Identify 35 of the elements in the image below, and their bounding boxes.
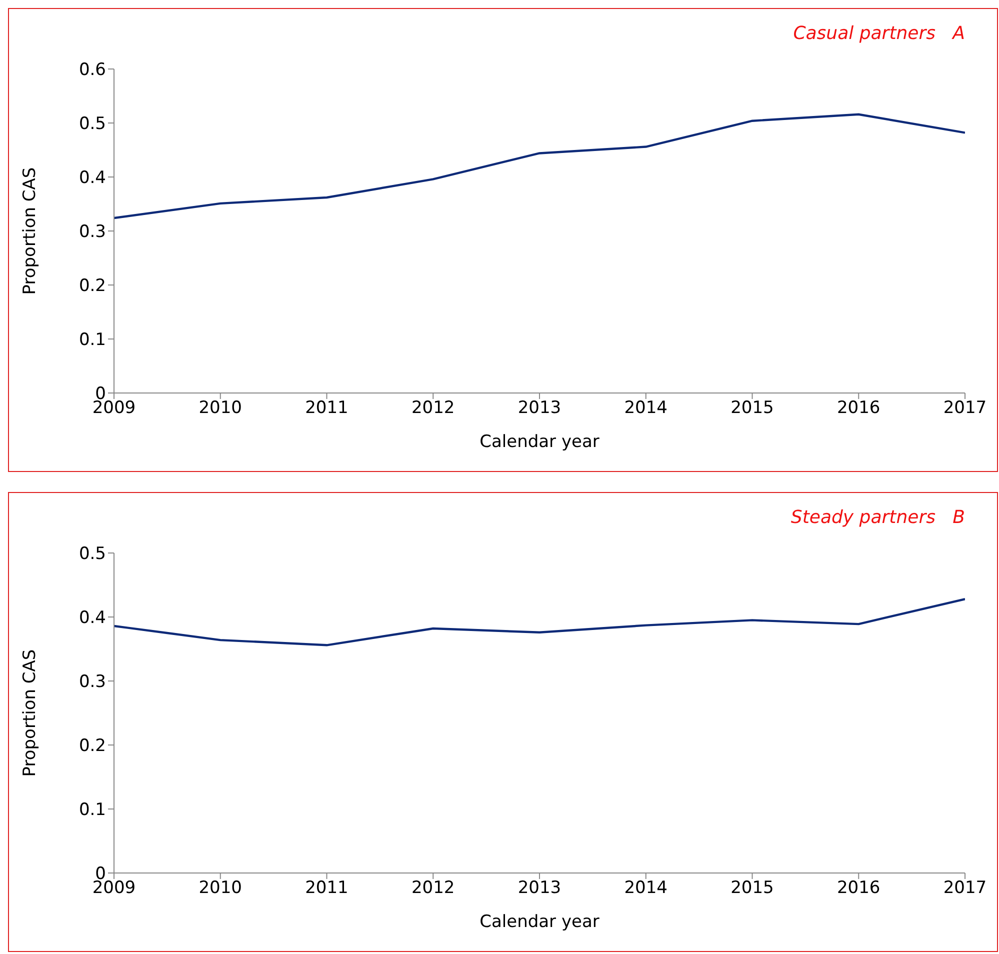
y-tick-label: 0.4 [78,608,106,628]
y-tick-label: 0.1 [78,330,106,350]
x-tick-label: 2017 [943,398,987,418]
x-tick-label: 2013 [518,878,562,898]
x-tick-label: 2010 [198,878,242,898]
line-series [114,113,965,220]
y-tick-label: 0.5 [78,114,106,134]
x-tick-label: 2016 [836,398,880,418]
y-tick-label: 0.4 [78,168,106,188]
y-tick-label: 0.1 [78,800,106,820]
x-tick-label: 2011 [305,878,348,898]
y-tick-label: 0.3 [78,672,106,692]
y-tick-label: 0.6 [78,60,106,80]
y-tick-label: 0.2 [78,736,106,756]
x-tick-label: 2016 [836,878,880,898]
y-tick-label: 0.5 [78,544,106,564]
x-tick-label: 2015 [730,398,774,418]
y-axis-title: Proportion CAS [20,167,40,295]
chart-title: Casual partners A [793,23,965,44]
x-axis-title: Calendar year [480,912,600,932]
line-series [114,598,965,646]
x-axis-title: Calendar year [480,432,600,452]
x-tick-label: 2012 [411,398,455,418]
x-tick-label: 2010 [198,398,242,418]
chart-title: Steady partners B [790,507,965,528]
x-tick-label: 2011 [305,398,348,418]
x-tick-label: 2013 [518,398,562,418]
y-tick-label: 0.3 [78,222,106,242]
x-tick-label: 2012 [411,878,455,898]
x-tick-label: 2015 [730,878,774,898]
y-axis-title: Proportion CAS [20,649,40,777]
x-tick-label: 2014 [624,878,668,898]
y-tick-label: 0.2 [78,276,106,296]
x-tick-label: 2017 [943,878,987,898]
x-tick-label: 2014 [624,398,668,418]
